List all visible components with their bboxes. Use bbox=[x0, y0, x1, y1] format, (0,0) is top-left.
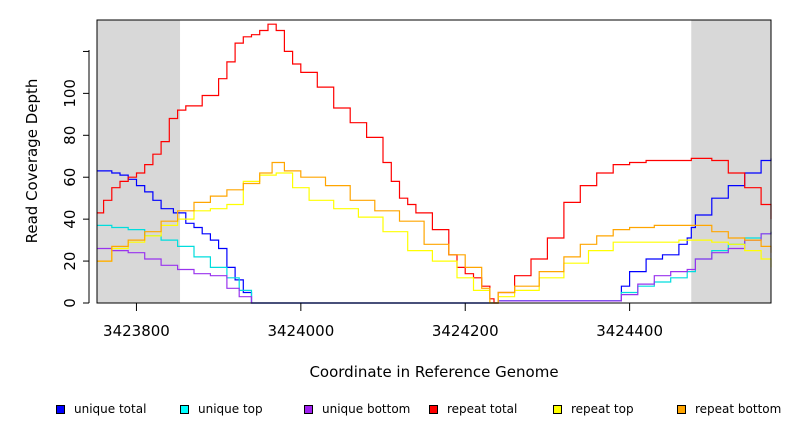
legend-label: unique total bbox=[74, 402, 147, 416]
legend-item-unique-top: unique top bbox=[180, 402, 263, 416]
shaded-region-0 bbox=[97, 20, 181, 303]
legend-label: repeat bottom bbox=[695, 402, 782, 416]
y-tick-label: 100 bbox=[61, 79, 79, 108]
legend-item-repeat-bottom: repeat bottom bbox=[677, 402, 781, 416]
series-line-unique-top bbox=[97, 224, 772, 304]
legend-label: unique bottom bbox=[322, 402, 411, 416]
legend-item-repeat-top: repeat top bbox=[553, 402, 634, 416]
x-axis-label: Coordinate in Reference Genome bbox=[309, 363, 558, 381]
y-tick-label: 40 bbox=[61, 210, 79, 229]
x-tick-label: 3424400 bbox=[596, 322, 663, 340]
x-axis: 3423800 3424000 3424200 3424400 bbox=[103, 303, 663, 340]
coverage-chart: 3423800 3424000 3424200 3424400 0 20 40 60 80 10… bbox=[23, 19, 772, 381]
legend-item-unique-bottom: unique bottom bbox=[304, 402, 410, 416]
legend-label: repeat total bbox=[447, 402, 518, 416]
y-tick-label: 80 bbox=[61, 126, 79, 145]
shaded-region-1 bbox=[691, 20, 771, 303]
series-line-repeat-bottom bbox=[97, 161, 772, 304]
plot-frame bbox=[96, 19, 772, 304]
y-axis-label: Read Coverage Depth bbox=[23, 79, 41, 244]
legend-label: unique top bbox=[198, 402, 263, 416]
series-line-repeat-top bbox=[97, 172, 772, 304]
y-tick-label: 0 bbox=[61, 298, 79, 308]
series-line-repeat-total bbox=[97, 23, 772, 304]
y-axis: 0 20 40 60 80 100 bbox=[61, 50, 90, 308]
shaded-regions bbox=[97, 20, 771, 303]
x-tick-label: 3424200 bbox=[432, 322, 499, 340]
legend-swatch-repeat-top bbox=[553, 404, 562, 414]
legend-label: repeat top bbox=[571, 402, 634, 416]
y-tick-label: 20 bbox=[61, 252, 79, 271]
legend-swatch-unique-total bbox=[56, 404, 65, 414]
legend-swatch-unique-bottom bbox=[304, 404, 313, 414]
series-line-unique-total bbox=[97, 158, 772, 304]
legend-item-unique-total: unique total bbox=[56, 402, 146, 416]
x-tick-label: 3424000 bbox=[267, 322, 334, 340]
legend-swatch-unique-top bbox=[180, 404, 189, 414]
y-tick-label: 60 bbox=[61, 168, 79, 187]
legend-item-repeat-total: repeat total bbox=[429, 402, 517, 416]
legend-swatch-repeat-total bbox=[429, 404, 438, 414]
x-tick-label: 3423800 bbox=[103, 322, 170, 340]
series-lines bbox=[97, 23, 772, 304]
legend-swatch-repeat-bottom bbox=[677, 404, 686, 414]
